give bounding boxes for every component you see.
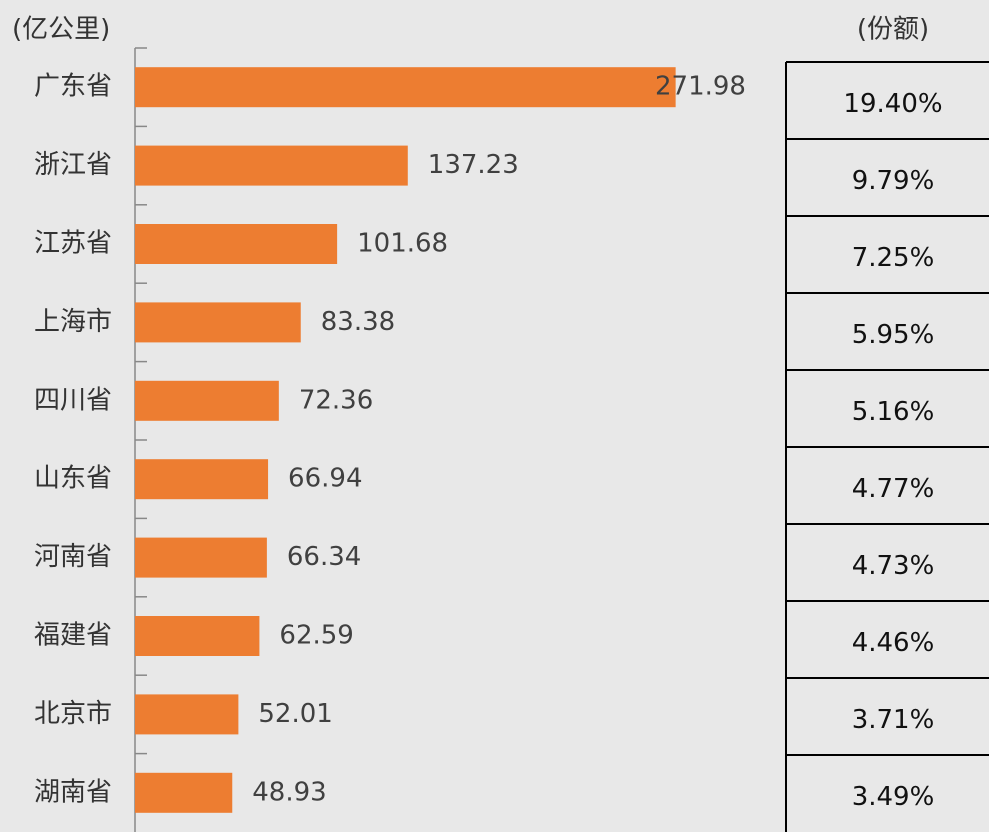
axis-unit: (亿公里) [12,15,110,45]
value-label: 101.68 [357,229,448,259]
category-label: 浙江省 [34,150,112,180]
table-cell: 7.25% [852,243,935,273]
bar [135,145,408,186]
category-label: 福建省 [34,621,112,651]
bar [135,694,239,735]
value-label: 66.94 [288,464,362,494]
bar [135,380,279,421]
table-cell: 19.40% [843,89,942,119]
bar [135,537,267,578]
table-cell: 4.46% [852,628,935,658]
bar [135,67,676,108]
value-label: 137.23 [428,150,519,180]
value-label: 52.01 [258,699,332,729]
category-label: 湖南省 [34,777,112,807]
table-cell: 5.16% [852,397,935,427]
value-label: 48.93 [252,777,326,807]
category-label: 北京市 [34,699,112,729]
table-cell: 9.79% [852,166,935,196]
category-label: 江苏省 [34,229,112,259]
table-cell: 5.95% [852,320,935,350]
value-label: 83.38 [321,307,395,337]
bar [135,302,301,343]
table-cell: 3.71% [852,705,935,735]
bar [135,616,260,656]
table-header: (份额) [857,15,929,45]
table-cell: 3.49% [852,782,935,812]
bar [135,459,269,500]
bar [135,772,233,813]
value-label: 271.98 [655,72,746,102]
category-label: 广东省 [34,72,112,102]
table-cell: 4.77% [852,474,935,504]
category-label: 四川省 [34,385,112,415]
category-label: 上海市 [34,307,112,337]
category-label: 山东省 [34,464,112,494]
category-label: 河南省 [34,542,112,572]
value-label: 62.59 [279,621,353,651]
value-label: 72.36 [299,385,373,415]
table-cell: 4.73% [852,551,935,581]
bar [135,224,338,264]
value-label: 66.34 [287,542,361,572]
